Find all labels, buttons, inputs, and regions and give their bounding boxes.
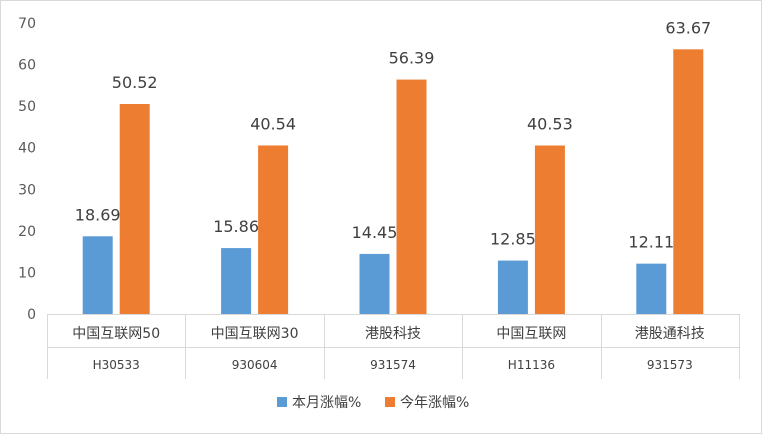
data-label: 63.67 [665, 18, 711, 37]
bar-ytd [673, 49, 704, 315]
data-label: 12.85 [490, 230, 536, 249]
y-tick-label: 60 [18, 58, 36, 74]
category-name-label: 港股通科技 [635, 326, 705, 342]
legend-label: 今年涨幅% [400, 395, 469, 411]
y-tick-label: 0 [27, 307, 36, 323]
y-tick-label: 10 [18, 265, 36, 281]
bar-ytd [258, 145, 289, 314]
bar-monthly [359, 253, 390, 314]
data-label: 50.52 [112, 73, 158, 92]
data-label: 12.11 [628, 233, 674, 252]
bar-ytd [534, 145, 565, 314]
data-label: 40.54 [250, 114, 296, 133]
bar-ytd [396, 79, 427, 315]
y-tick-label: 70 [18, 16, 36, 32]
data-label: 56.39 [389, 49, 435, 68]
data-label: 15.86 [213, 217, 259, 236]
legend-label: 本月涨幅% [292, 395, 361, 411]
category-name-label: 港股科技 [365, 326, 421, 342]
data-label: 40.53 [527, 115, 573, 134]
category-code-label: 931573 [647, 358, 693, 372]
data-label: 18.69 [75, 205, 121, 224]
category-name-label: 中国互联网 [496, 326, 566, 342]
category-name-label: 中国互联网50 [72, 326, 160, 342]
bar-monthly [636, 263, 667, 314]
legend-swatch [277, 397, 287, 407]
bar-ytd [119, 103, 150, 314]
y-tick-label: 40 [18, 141, 36, 157]
data-labels: 18.69 50.52 15.86 40.54 14.45 56.39 12.85 40.53… [75, 18, 711, 251]
y-tick-label: 20 [18, 224, 36, 240]
category-name-label: 中国互联网30 [211, 326, 299, 342]
category-code-label: H30533 [93, 358, 140, 372]
legend-swatch [385, 397, 395, 407]
bars [82, 49, 704, 315]
y-tick-label: 30 [18, 182, 36, 198]
legend: 本月涨幅% 今年涨幅% [277, 395, 469, 411]
category-code-label: 931574 [370, 358, 416, 372]
axes: 0 10 20 30 40 50 60 70 [18, 16, 36, 323]
y-tick-label: 50 [18, 99, 36, 115]
category-code-label: 930604 [232, 358, 278, 372]
x-axis: 中国互联网50 H30533 中国互联网30 930604 港股科技 931574 中国互联… [47, 314, 740, 379]
bar-monthly [82, 236, 113, 314]
bar-monthly [221, 248, 252, 314]
bar-monthly [497, 260, 528, 314]
data-label: 14.45 [352, 223, 398, 242]
category-code-label: H11136 [508, 358, 555, 372]
